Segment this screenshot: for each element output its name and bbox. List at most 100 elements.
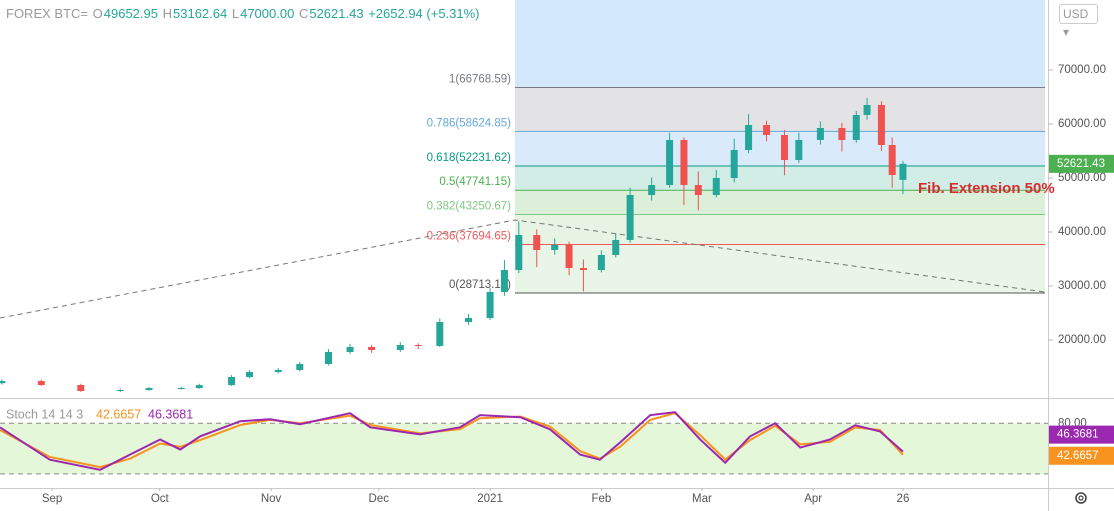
- fib-zone: [515, 0, 1045, 88]
- symbol-legend: FOREX BTC= O49652.95 H53162.64 L47000.00…: [6, 6, 481, 21]
- stoch-tag-label: 46.3681: [1057, 429, 1099, 441]
- currency: USD: [1063, 7, 1089, 21]
- candle-body: [579, 268, 587, 271]
- candle-body: [838, 127, 846, 140]
- candle-body: [745, 125, 753, 150]
- y-tick-label: 60000.00: [1058, 118, 1106, 130]
- change: +2652.94 (+5.31%): [368, 6, 480, 21]
- x-tick-label: 26: [897, 493, 910, 505]
- fib-zone: [515, 214, 1045, 245]
- fib-zone: [515, 131, 1045, 166]
- stoch-value: 42.6657: [96, 407, 141, 421]
- candle-body: [465, 318, 473, 323]
- settings-icon[interactable]: [1075, 492, 1087, 504]
- symbol: FOREX BTC=: [6, 6, 88, 21]
- candle-body: [780, 135, 788, 161]
- candle-body: [515, 235, 523, 271]
- low-label: L: [231, 6, 240, 21]
- y-tick-label: 40000.00: [1058, 226, 1106, 238]
- stoch-tag-label: 42.6657: [1057, 450, 1099, 462]
- y-tick-label: 70000.00: [1058, 64, 1106, 76]
- stoch-title: Stoch 14 14 3: [6, 407, 83, 421]
- low: 47000.00: [240, 6, 295, 21]
- candle-body: [888, 144, 896, 175]
- y-tick-label: 50000.00: [1058, 172, 1106, 184]
- candle-body: [533, 235, 541, 250]
- candle-body: [816, 127, 824, 140]
- y-tick-label: 30000.00: [1058, 280, 1106, 292]
- candle-body: [346, 347, 354, 352]
- x-tick-label: Sep: [42, 493, 62, 505]
- open: 49652.95: [103, 6, 158, 21]
- candle-body: [877, 104, 885, 145]
- close: 52621.43: [309, 6, 364, 21]
- fib-zone: [515, 244, 1045, 293]
- fib-zone: [515, 165, 1045, 191]
- candle-body: [486, 291, 494, 319]
- stoch-band: [0, 423, 1048, 474]
- x-tick-label: Mar: [692, 493, 712, 505]
- fib-label: 0.236(37694.65): [427, 230, 512, 242]
- candle-body: [565, 244, 573, 269]
- price-tag-label: 52621.43: [1057, 158, 1105, 170]
- candle-body: [246, 372, 254, 377]
- candle-body: [77, 384, 85, 391]
- high-label: H: [162, 6, 172, 21]
- y-tick-label: 20000.00: [1058, 334, 1106, 346]
- candle-body: [551, 244, 559, 250]
- candle-body: [296, 364, 304, 370]
- candle-body: [500, 270, 508, 292]
- candle-body: [0, 381, 6, 384]
- fib-label: 0.382(43250.67): [427, 200, 512, 212]
- candle-body: [195, 385, 203, 389]
- currency-button[interactable]: USD ▾: [1059, 4, 1098, 39]
- candle-body: [37, 381, 45, 385]
- fib-zone: [515, 87, 1045, 132]
- candle-body: [612, 239, 620, 256]
- trend-line: [0, 219, 1046, 319]
- candle-body: [325, 351, 333, 365]
- x-tick-label: 2021: [477, 493, 503, 505]
- candle-body: [228, 376, 236, 386]
- candle-body: [730, 149, 738, 178]
- candle-body: [145, 388, 153, 391]
- x-tick-label: Feb: [591, 493, 611, 505]
- candle-body: [436, 322, 444, 346]
- candle-body: [680, 139, 688, 186]
- candle-body: [368, 347, 376, 350]
- candle-body: [414, 345, 422, 347]
- candle-body: [177, 388, 185, 390]
- candle-body: [274, 369, 282, 373]
- stoch-line: [0, 411, 904, 471]
- candle-body: [795, 139, 803, 161]
- fib-label: 0.618(52231.62): [427, 152, 512, 164]
- annotation: Fib. Extension 50%: [918, 180, 1055, 197]
- x-tick-label: Nov: [261, 493, 282, 505]
- stoch-tag: [1049, 446, 1114, 465]
- fib-label: 1(66768.59): [449, 73, 511, 85]
- x-tick-label: Oct: [151, 493, 170, 505]
- fib-label: 0.786(58624.85): [427, 117, 512, 129]
- close-label: C: [298, 6, 309, 21]
- fib-zone: [515, 190, 1045, 215]
- fib-label: 0(28713.10): [449, 279, 511, 291]
- x-tick-label: Apr: [804, 493, 822, 505]
- x-tick-label: Dec: [369, 493, 390, 505]
- candle-body: [116, 390, 124, 392]
- candle-body: [626, 195, 634, 240]
- open-label: O: [92, 6, 103, 21]
- stoch-tag: [1049, 425, 1114, 444]
- stoch-value: 46.3681: [148, 407, 193, 421]
- candle-body: [863, 104, 871, 115]
- candle-body: [899, 163, 907, 180]
- candle-body: [763, 125, 771, 136]
- price-tag: [1049, 154, 1114, 173]
- candle-body: [694, 185, 702, 196]
- candle-body: [666, 139, 674, 186]
- high: 53162.64: [173, 6, 228, 21]
- candle-body: [396, 345, 404, 350]
- candle-body: [597, 255, 605, 271]
- fib-label: 0.5(47741.15): [439, 176, 511, 188]
